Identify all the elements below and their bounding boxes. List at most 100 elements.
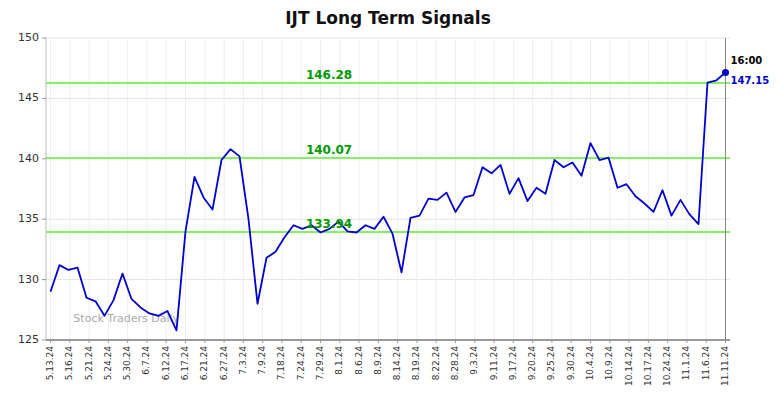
x-tick: [436, 340, 437, 343]
endpoint-dot: [722, 69, 729, 76]
x-tick-label: 7.3.24: [238, 346, 248, 375]
x-tick: [339, 340, 340, 343]
y-tick: [42, 158, 46, 159]
y-tick: [42, 38, 46, 39]
x-tick-label: 8.1.24: [334, 346, 344, 375]
x-tick-label: 10.17.24: [643, 346, 653, 386]
x-tick: [378, 340, 379, 343]
price-line: [51, 72, 726, 330]
y-grid-line: [46, 98, 730, 99]
x-tick-label: 6.7.24: [141, 346, 151, 375]
x-tick-label: 6.21.24: [199, 346, 209, 381]
x-tick-label: 9.25.24: [546, 346, 556, 381]
y-tick: [42, 219, 46, 220]
x-tick: [89, 340, 90, 343]
x-tick-label: 10.24.24: [662, 346, 672, 386]
x-tick-label: 11.1.24: [681, 346, 691, 381]
x-tick: [706, 340, 707, 343]
signal-line: [46, 82, 730, 84]
x-tick: [50, 340, 51, 343]
x-tick: [513, 340, 514, 343]
x-tick: [416, 340, 417, 343]
x-tick: [648, 340, 649, 343]
x-tick-label: 11.11.24: [720, 346, 730, 386]
x-tick: [127, 340, 128, 343]
x-tick: [204, 340, 205, 343]
y-grid-line: [46, 340, 730, 341]
x-tick-label: 10.14.24: [624, 346, 634, 386]
y-grid-line: [46, 219, 730, 220]
x-tick: [494, 340, 495, 343]
plot-area: [46, 38, 730, 340]
x-tick-label: 9.3.24: [469, 346, 479, 375]
x-tick: [571, 340, 572, 343]
x-tick-label: 10.9.24: [604, 346, 614, 381]
x-tick: [262, 340, 263, 343]
x-tick-label: 7.24.24: [296, 346, 306, 381]
x-tick: [146, 340, 147, 343]
chart-svg: Stock Traders Daily1251301351401451505.1…: [0, 0, 784, 398]
x-tick: [590, 340, 591, 343]
x-tick: [609, 340, 610, 343]
y-tick: [42, 340, 46, 341]
x-axis-line: [46, 340, 730, 341]
x-tick-label: 5.21.24: [84, 346, 94, 381]
x-tick-label: 7.29.24: [315, 346, 325, 381]
x-tick: [359, 340, 360, 343]
x-tick-label: 8.22.24: [431, 346, 441, 381]
x-tick-label: 7.9.24: [257, 346, 267, 375]
x-tick: [455, 340, 456, 343]
signal-label: 140.07: [306, 143, 352, 157]
x-tick-label: 6.17.24: [180, 346, 190, 381]
chart-title: IJT Long Term Signals: [285, 8, 491, 28]
x-tick: [725, 340, 726, 343]
signal-line: [46, 231, 730, 233]
x-tick: [551, 340, 552, 343]
last-point-line: [725, 38, 726, 340]
x-tick-label: 5.16.24: [64, 346, 74, 381]
x-tick-label: 8.9.24: [373, 346, 383, 375]
y-tick: [42, 279, 46, 280]
x-tick-label: 9.11.24: [489, 346, 499, 381]
y-grid-line: [46, 279, 730, 280]
x-tick-label: 6.12.24: [161, 346, 171, 381]
x-tick-label: 8.19.24: [411, 346, 421, 381]
x-tick: [108, 340, 109, 343]
x-tick-label: 9.20.24: [527, 346, 537, 381]
x-tick-label: 5.24.24: [103, 346, 113, 381]
x-tick: [686, 340, 687, 343]
grid: [46, 38, 730, 340]
x-tick-label: 11.6.24: [701, 346, 711, 381]
x-tick-label: 5.13.24: [45, 346, 55, 381]
x-tick: [243, 340, 244, 343]
x-tick: [166, 340, 167, 343]
x-tick-label: 6.27.24: [219, 346, 229, 381]
y-tick: [42, 98, 46, 99]
x-tick: [629, 340, 630, 343]
x-tick-label: 9.30.24: [566, 346, 576, 381]
x-tick: [281, 340, 282, 343]
x-tick-label: 7.18.24: [276, 346, 286, 381]
signal-label: 133.94: [306, 217, 352, 231]
x-tick: [69, 340, 70, 343]
y-tick-label: 145: [18, 91, 39, 104]
x-tick-label: 8.14.24: [392, 346, 402, 381]
signal-line: [46, 157, 730, 159]
x-tick: [532, 340, 533, 343]
y-grid-line: [46, 158, 730, 159]
x-tick-label: 8.28.24: [450, 346, 460, 381]
x-tick: [185, 340, 186, 343]
x-tick-label: 8.6.24: [354, 346, 364, 375]
x-tick-label: 9.17.24: [508, 346, 518, 381]
y-tick-label: 140: [18, 152, 39, 165]
endpoint-value: 147.15: [731, 75, 770, 86]
endpoint-label: 16:00: [731, 55, 763, 66]
x-tick-label: 10.4.24: [585, 346, 595, 381]
y-tick-label: 150: [18, 31, 39, 44]
x-tick: [301, 340, 302, 343]
y-tick-label: 135: [18, 212, 39, 225]
x-tick-label: 5.30.24: [122, 346, 132, 381]
y-grid-line: [46, 38, 730, 39]
y-tick-label: 125: [18, 333, 39, 346]
signal-label: 146.28: [306, 68, 352, 82]
